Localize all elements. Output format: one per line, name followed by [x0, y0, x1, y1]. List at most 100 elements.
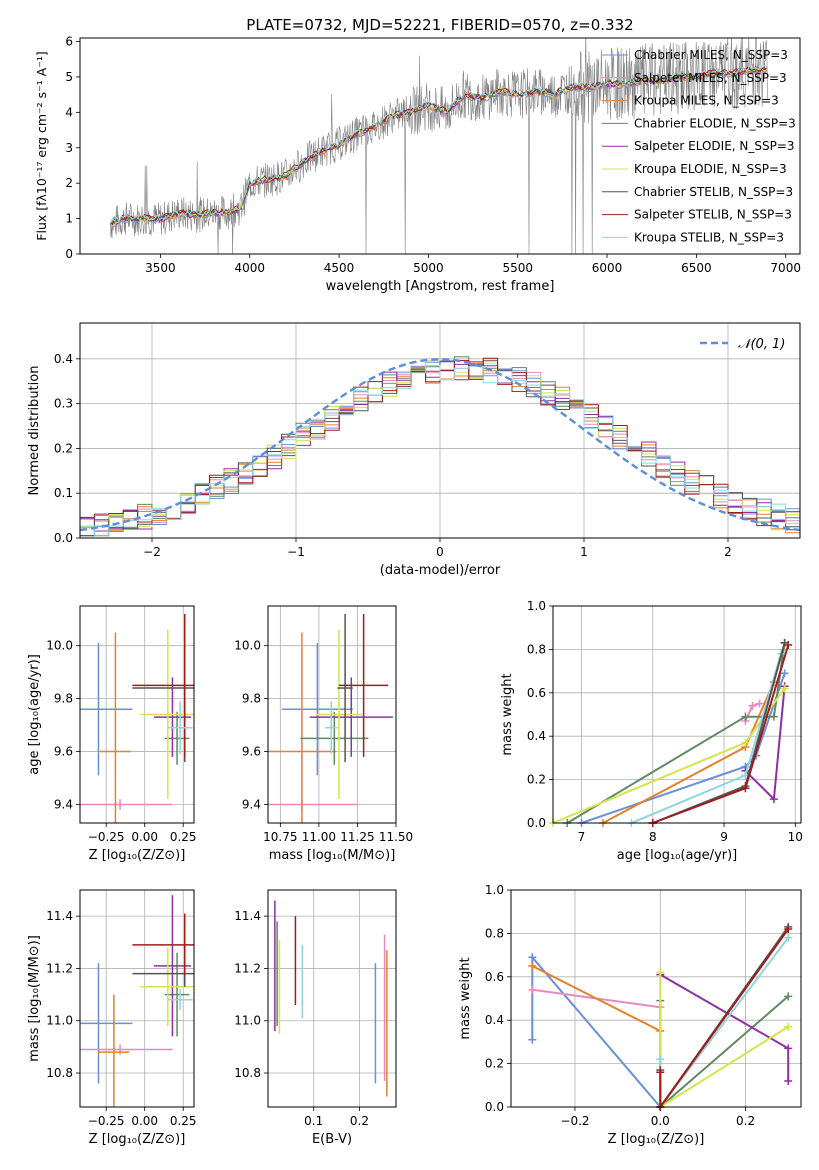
- axes-frame: [267, 889, 397, 1108]
- x-tick-label: 7: [578, 830, 586, 844]
- normal-curve-line: [80, 358, 800, 532]
- y-axis-label: age [log₁₀(age/yr)]: [27, 654, 42, 775]
- errorbar-point: [80, 1044, 173, 1055]
- errorbar-point: [337, 613, 353, 763]
- weight-series: [563, 638, 789, 827]
- legend-label: 𝒩(0, 1): [738, 337, 785, 352]
- weight-point-marker: [755, 699, 764, 708]
- errorbar-point: [164, 952, 190, 1037]
- errorbar-plot-area: [80, 895, 194, 1107]
- y-tick-label: 0.0: [54, 531, 73, 545]
- weight-series-line: [566, 642, 786, 824]
- legend-label: Chabrier STELIB, N_SSP=3: [634, 185, 793, 199]
- weight-series-line: [659, 995, 789, 1110]
- panel-z-mass: −0.25 0.00 0.25 10.8 11.0 11.2 11.4 Z [log₁₀(Z/…: [27, 889, 197, 1147]
- x-axis-label: Z [log₁₀(Z/Z⊙)]: [608, 1132, 705, 1147]
- weight-series: [656, 992, 793, 1111]
- y-tick-label: 0: [65, 247, 73, 261]
- x-tick-label: 0: [436, 545, 444, 559]
- weight-point-marker: [656, 1055, 665, 1064]
- y-tick-label: 0.4: [485, 1013, 504, 1027]
- y-tick-label: 9.4: [54, 797, 73, 811]
- y-tick-label: 10.0: [46, 639, 73, 653]
- y-tick-label: 0.4: [54, 352, 73, 366]
- errorbar-point: [132, 613, 194, 757]
- weight-point-marker: [769, 795, 778, 804]
- y-tick-label: 2: [65, 176, 73, 190]
- errorbar-point: [338, 613, 389, 757]
- legend-label: Chabrier MILES, N_SSP=3: [634, 48, 788, 62]
- y-tick-label: 11.4: [234, 909, 261, 923]
- y-tick-label: 0.8: [485, 926, 504, 940]
- x-tick-label: 0.00: [131, 830, 158, 844]
- weight-point-marker: [784, 1022, 793, 1031]
- weight-point-marker: [784, 933, 793, 942]
- weight-series-line: [531, 965, 661, 1032]
- model-spectrum-line: [110, 65, 767, 224]
- errorbar-point: [100, 632, 131, 823]
- y-tick-label: 11.0: [46, 1014, 73, 1028]
- errorbar-point: [309, 677, 393, 757]
- weight-point-marker: [784, 1076, 793, 1085]
- weight-series-line: [581, 672, 786, 824]
- axes-frame: [79, 37, 801, 255]
- x-tick-label: 1: [580, 545, 588, 559]
- errorbar-plot-area: [80, 613, 194, 823]
- y-tick-label: 0.2: [54, 441, 73, 455]
- x-tick-label: 0.0: [651, 1114, 670, 1128]
- y-tick-label: 10.8: [234, 1066, 261, 1080]
- legend-label: Chabrier ELODIE, N_SSP=3: [634, 116, 796, 130]
- weight-point-marker: [528, 985, 537, 994]
- weight-series-line: [602, 681, 775, 824]
- x-tick-label: 4000: [234, 261, 265, 275]
- errorbar-point: [315, 629, 363, 800]
- y-tick-label: 11.0: [234, 1014, 261, 1028]
- errorbar-point: [140, 947, 194, 1026]
- x-tick-label: 0.2: [736, 1114, 755, 1128]
- y-axis-label: Flux [fλ10⁻¹⁷ erg cm⁻² s⁻¹ A⁻¹]: [34, 51, 49, 240]
- axes-frame: [510, 889, 802, 1108]
- panel-residuals: −2 −1 0 1 2 0.0 0.1 0.2 0.3 0.4 (data-model)/error…: [27, 322, 801, 578]
- chart-title: PLATE=0732, MJD=52221, FIBERID=0570, z=0…: [246, 16, 633, 34]
- y-axis-label: mass weight: [458, 957, 473, 1039]
- panel-ebv-mass: 0.1 0.2 10.8 11.0 11.2 11.4 E(B-V): [234, 889, 397, 1147]
- legend-label: Kroupa MILES, N_SSP=3: [634, 94, 779, 108]
- x-tick-label: 11.25: [340, 830, 374, 844]
- y-tick-label: 0.2: [527, 773, 546, 787]
- x-tick-label: 0.2: [350, 1114, 369, 1128]
- legend-label: Salpeter ELODIE, N_SSP=3: [634, 139, 795, 153]
- x-tick-label: −2: [143, 545, 161, 559]
- y-tick-label: 9.6: [54, 745, 73, 759]
- panel-z-age: −0.25 0.00 0.25 9.4 9.6 9.8 10.0 Z [log₁₀(Z/Z⊙)…: [27, 605, 197, 863]
- errorbar-point: [325, 701, 338, 755]
- x-tick-label: −0.25: [88, 1114, 125, 1128]
- panel-mass-age: 10.75 11.00 11.25 11.50 9.4 9.6 9.8 10.0 mass [l…: [234, 605, 413, 863]
- legend-label: Kroupa ELODIE, N_SSP=3: [634, 162, 787, 176]
- x-axis-label: Z [log₁₀(Z/Z⊙)]: [89, 1132, 186, 1147]
- errorbar-plot-area: [274, 900, 388, 1097]
- x-axis-label: mass [log₁₀(M/M⊙)]: [269, 848, 396, 863]
- y-tick-label: 9.6: [242, 745, 261, 759]
- panel-spectrum: 3500 4000 4500 5000 5500 6000 6500 7000 0 1 2 3 4 5 6 w…: [34, 16, 801, 294]
- histogram-step-line: [80, 364, 800, 536]
- x-axis-label: (data-model)/error: [380, 563, 501, 578]
- weight-point-marker: [741, 738, 750, 747]
- x-axis-label: Z [log₁₀(Z/Z⊙)]: [89, 848, 186, 863]
- x-tick-label: 0.25: [170, 830, 197, 844]
- weight-point-marker: [780, 669, 789, 678]
- y-tick-label: 0.0: [485, 1100, 504, 1114]
- y-tick-label: 5: [65, 70, 73, 84]
- weight-series: [656, 925, 793, 1111]
- legend-label: Kroupa STELIB, N_SSP=3: [634, 230, 784, 244]
- weight-point-marker: [784, 1044, 793, 1053]
- x-tick-label: 6000: [592, 261, 623, 275]
- weight-point-marker: [528, 961, 537, 970]
- weight-point-marker: [784, 925, 793, 934]
- x-tick-label: 0.00: [131, 1114, 158, 1128]
- weight-series: [741, 682, 789, 804]
- x-tick-label: 4500: [324, 261, 355, 275]
- axes-frame: [267, 605, 397, 824]
- weight-series-line: [659, 973, 790, 1081]
- errorbar-point: [268, 632, 336, 823]
